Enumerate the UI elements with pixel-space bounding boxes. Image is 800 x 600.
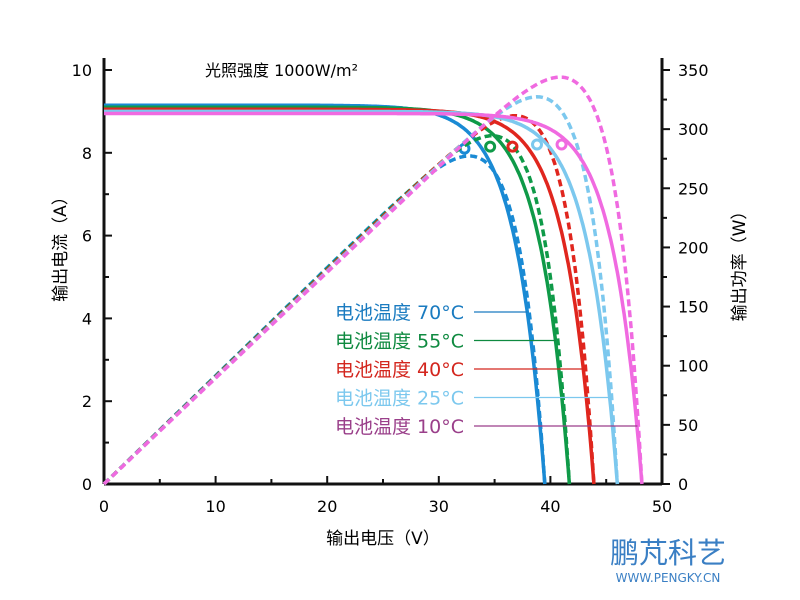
y-left-tick-label: 0: [82, 475, 92, 494]
x-tick-label: 20: [317, 497, 337, 516]
y-left-axis-label: 输出电流（A）: [51, 188, 71, 302]
y-right-tick-label: 100: [678, 357, 709, 376]
x-tick-label: 40: [540, 497, 560, 516]
y-left-tick-label: 6: [82, 227, 92, 246]
y-right-axis-label: 输出功率（W）: [730, 203, 750, 322]
mpp-marker: [531, 138, 544, 151]
x-tick-label: 10: [205, 497, 225, 516]
y-left-tick-label: 2: [82, 392, 92, 411]
chart-title: 光照强度 1000W/m²: [205, 61, 358, 80]
y-left-tick-label: 8: [82, 144, 92, 163]
logo-name: 鹏芃科艺: [610, 536, 726, 570]
y-left-tick-label: 4: [82, 309, 92, 328]
legend: 电池温度 70°C 电池温度 55°C 电池温度 40°C 电池温度 25°C 电池温度…: [335, 302, 638, 438]
mpp-marker: [506, 140, 519, 153]
legend-label: 电池温度 55°C: [335, 331, 464, 353]
current-curve: [104, 107, 596, 485]
y-right-tick-label: 200: [678, 238, 709, 257]
y-right-tick-label: 0: [678, 475, 688, 494]
x-tick-label: 30: [429, 497, 449, 516]
power-curve: [102, 154, 547, 486]
power-curve: [102, 75, 644, 486]
legend-label: 电池温度 25°C: [335, 388, 464, 410]
x-tick-label: 50: [652, 497, 672, 516]
legend-label: 电池温度 10°C: [335, 416, 464, 438]
y-right-tick-label: 300: [678, 120, 709, 139]
x-tick-label: 0: [99, 497, 109, 516]
y-right-tick-label: 150: [678, 298, 709, 317]
y-right-tick-label: 350: [678, 61, 709, 80]
y-right-tick-label: 50: [678, 416, 698, 435]
legend-label: 电池温度 70°C: [335, 302, 464, 324]
logo-url: WWW.PENGKY.CN: [616, 571, 721, 585]
y-right-tick-label: 250: [678, 179, 709, 198]
current-curve: [104, 103, 547, 485]
mpp-marker: [555, 138, 568, 151]
curves: [102, 75, 644, 486]
y-left-tick-label: 10: [72, 61, 92, 80]
x-axis-label: 输出电压（V）: [326, 529, 440, 549]
current-curve: [104, 105, 572, 485]
legend-label: 电池温度 40°C: [335, 359, 464, 381]
current-curve: [104, 109, 620, 485]
current-curve: [104, 111, 644, 485]
mpp-marker: [484, 140, 497, 153]
